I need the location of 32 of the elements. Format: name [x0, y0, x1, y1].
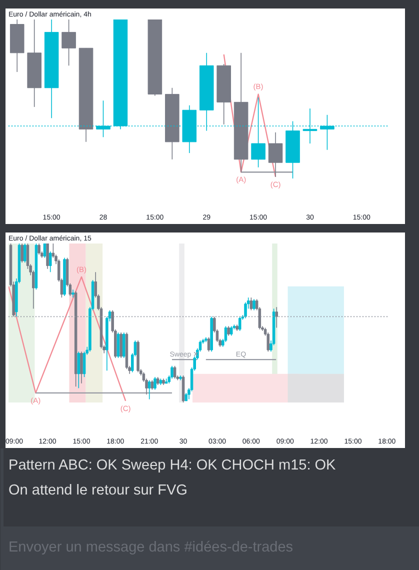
candlestick [182, 375, 185, 403]
candlestick [170, 366, 174, 380]
candlestick [116, 332, 120, 358]
candlestick [38, 244, 40, 256]
candlestick [82, 351, 86, 378]
candlestick [275, 306, 278, 328]
candlestick [268, 132, 283, 178]
candlestick [250, 297, 253, 311]
text: On attend le retour sur FVG [8, 482, 188, 498]
candlestick [154, 376, 156, 390]
candlestick [122, 332, 126, 358]
candlestick [43, 244, 46, 258]
candlestick [120, 332, 122, 358]
candlestick [238, 316, 242, 332]
candlestick [227, 326, 230, 336]
candlestick [46, 244, 49, 270]
candlestick [207, 336, 210, 352]
candlestick [244, 302, 247, 319]
candlestick [72, 289, 74, 298]
candlestick [173, 366, 176, 380]
candlestick [77, 351, 80, 389]
candlestick [20, 244, 24, 263]
candlestick [80, 351, 83, 384]
candlestick [62, 20, 76, 66]
candlestick [148, 380, 151, 400]
candlestick [230, 326, 233, 336]
candlestick [24, 244, 26, 263]
candlestick [266, 332, 270, 352]
candlestick [252, 298, 256, 311]
candlestick [48, 251, 52, 273]
text: Pattern ABC: OK Sweep H4: OK CHOCH m15: OK [8, 458, 336, 474]
candlestick [150, 380, 154, 390]
